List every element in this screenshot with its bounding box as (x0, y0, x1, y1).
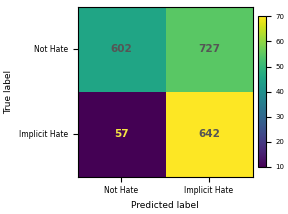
Text: 57: 57 (114, 129, 129, 139)
Y-axis label: True label: True label (4, 70, 13, 114)
Text: 602: 602 (111, 44, 132, 54)
Text: 727: 727 (198, 44, 220, 54)
X-axis label: Predicted label: Predicted label (131, 201, 199, 210)
Text: 642: 642 (198, 129, 220, 139)
